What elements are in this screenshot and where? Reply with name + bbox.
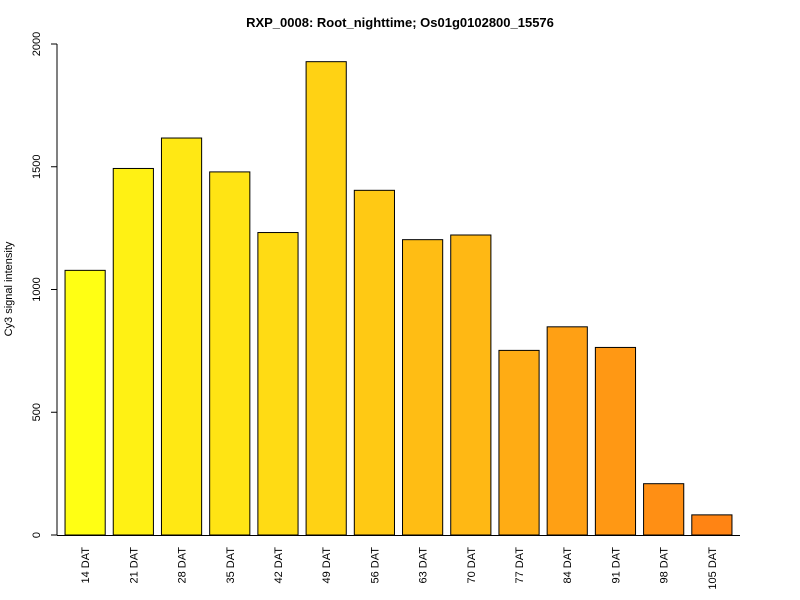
x-tick-label: 42 DAT bbox=[273, 547, 285, 584]
bar-35-dat bbox=[209, 171, 251, 536]
x-tick-label: 56 DAT bbox=[369, 547, 381, 584]
y-tick-label: 2000 bbox=[31, 32, 43, 56]
bar-105-dat bbox=[691, 514, 733, 536]
x-tick-label: 21 DAT bbox=[128, 547, 140, 584]
bar-49-dat bbox=[305, 61, 347, 536]
y-tick-label: 1000 bbox=[31, 277, 43, 301]
x-tick-label: 35 DAT bbox=[225, 547, 237, 584]
x-tick-label: 77 DAT bbox=[514, 547, 526, 584]
y-tick-label: 1500 bbox=[31, 155, 43, 179]
bar-70-dat bbox=[450, 234, 492, 536]
chart-title: RXP_0008: Root_nighttime; Os01g0102800_1… bbox=[246, 15, 554, 30]
bar-84-dat bbox=[546, 326, 588, 536]
x-tick-label: 63 DAT bbox=[418, 547, 430, 584]
x-tick-label: 49 DAT bbox=[321, 547, 333, 584]
x-tick-label: 105 DAT bbox=[707, 547, 719, 590]
bar-56-dat bbox=[353, 189, 395, 536]
bar-28-dat bbox=[160, 137, 203, 536]
y-tick-label: 0 bbox=[31, 532, 43, 538]
bar-14-dat bbox=[64, 269, 106, 536]
bar-21-dat bbox=[112, 167, 154, 536]
bar-63-dat bbox=[402, 239, 444, 536]
x-tick-label: 91 DAT bbox=[610, 547, 622, 584]
bar-98-dat bbox=[643, 483, 685, 536]
bars bbox=[64, 61, 733, 536]
y-axis-label: Cy3 signal intensity bbox=[3, 241, 15, 336]
bar-42-dat bbox=[257, 232, 299, 536]
x-axis: 14 DAT 21 DAT 28 DAT 35 DAT 42 DAT 49 DAT 56 D… bbox=[57, 535, 740, 590]
bar-91-dat bbox=[594, 346, 637, 536]
x-tick-label: 70 DAT bbox=[466, 547, 478, 584]
x-tick-label: 84 DAT bbox=[562, 547, 574, 584]
y-tick-label: 500 bbox=[31, 403, 43, 421]
x-tick-label: 28 DAT bbox=[177, 547, 189, 584]
bar-77-dat bbox=[498, 349, 540, 536]
y-axis: 0 500 1000 1500 2000 bbox=[31, 32, 58, 538]
x-tick-label: 14 DAT bbox=[80, 547, 92, 584]
x-tick-label: 98 DAT bbox=[659, 547, 671, 584]
